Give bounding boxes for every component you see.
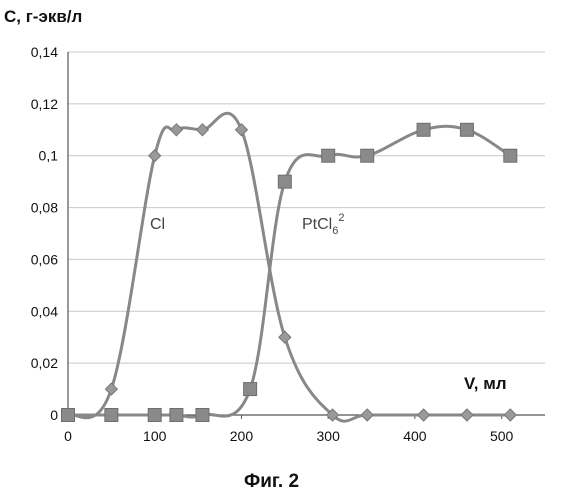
y-axis-title: С, г-экв/л: [4, 7, 82, 26]
x-tick-label: 400: [403, 428, 427, 444]
y-tick-label: 0,08: [31, 200, 58, 216]
series-ptcl6: [62, 123, 517, 421]
x-tick-labels: 0 100 200 300 400 500: [64, 415, 513, 444]
data-point-ptcl6: [417, 123, 430, 136]
y-tick-label: 0,1: [39, 148, 59, 164]
data-point-ptcl6: [62, 409, 75, 422]
data-point-ptcl6: [170, 409, 183, 422]
x-tick-label: 0: [64, 428, 72, 444]
data-point-ptcl6: [504, 149, 517, 162]
series-label-cl: Cl: [150, 216, 165, 233]
data-point-cl: [504, 409, 516, 421]
data-point-ptcl6: [361, 149, 374, 162]
data-point-ptcl6: [196, 409, 209, 422]
figure-caption: Фиг. 2: [244, 471, 299, 492]
data-point-cl: [418, 409, 430, 421]
y-tick-label: 0,02: [31, 355, 58, 371]
grid-lines: [68, 52, 545, 363]
y-tick-label: 0,12: [31, 96, 58, 112]
x-tick-label: 100: [143, 428, 167, 444]
data-point-ptcl6: [148, 409, 161, 422]
data-point-cl: [149, 150, 161, 162]
x-tick-label: 300: [317, 428, 341, 444]
x-axis-title: V, мл: [464, 374, 507, 393]
data-point-ptcl6: [244, 383, 257, 396]
x-tick-label: 500: [490, 428, 514, 444]
data-point-cl: [235, 124, 247, 136]
data-point-cl: [461, 409, 473, 421]
y-tick-labels: 0 0,02 0,04 0,06 0,08 0,1 0,12 0,14: [31, 44, 58, 423]
data-point-ptcl6: [460, 123, 473, 136]
y-tick-label: 0,06: [31, 251, 58, 267]
data-point-cl: [279, 331, 291, 343]
series-label-ptcl6: PtCl62: [302, 212, 344, 237]
data-point-ptcl6: [322, 149, 335, 162]
data-point-cl: [105, 383, 117, 395]
data-point-cl: [170, 124, 182, 136]
y-tick-label: 0: [50, 407, 58, 423]
data-point-ptcl6: [105, 409, 118, 422]
data-point-cl: [196, 124, 208, 136]
y-tick-label: 0,04: [31, 303, 58, 319]
x-tick-label: 200: [230, 428, 254, 444]
data-point-cl: [361, 409, 373, 421]
y-tick-label: 0,14: [31, 44, 58, 60]
series-line-cl: [68, 113, 510, 421]
series-group: [62, 113, 517, 421]
series-cl: [62, 113, 516, 421]
data-point-ptcl6: [278, 175, 291, 188]
